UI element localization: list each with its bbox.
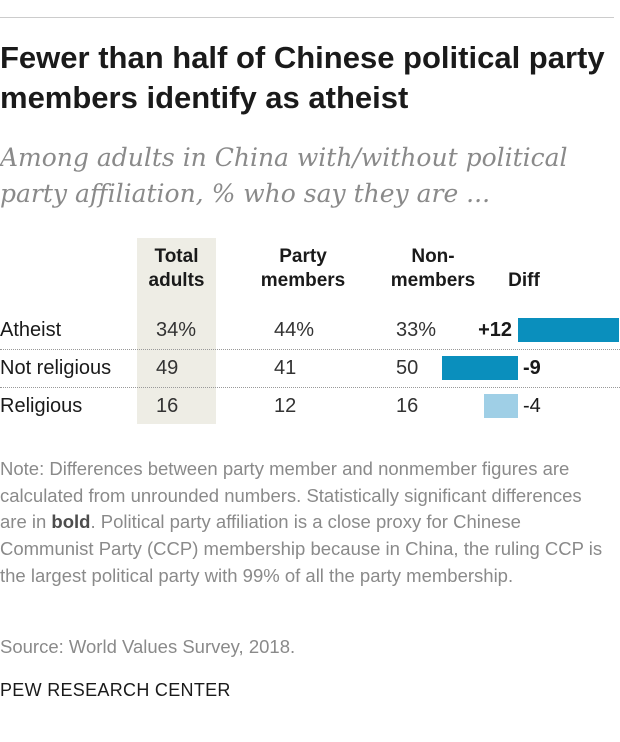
diff-label: +12	[478, 319, 512, 341]
chart-subtitle: Among adults in China with/without polit…	[0, 143, 568, 208]
cell-total: 34%	[156, 319, 197, 341]
chart-title: Fewer than half of Chinese political par…	[0, 40, 605, 115]
column-header-line: adults	[148, 270, 205, 291]
cell-party: 12	[274, 395, 297, 417]
column-header-line: Diff	[508, 270, 540, 291]
cell-non: 33%	[396, 319, 437, 341]
cell-non: 16	[396, 395, 419, 417]
row-label-0: Atheist	[0, 319, 62, 341]
row-divider	[0, 349, 620, 350]
column-header-line: members	[390, 270, 476, 291]
cell-party: 41	[274, 357, 297, 379]
column-header-diff: Diff	[478, 269, 570, 293]
diff-label: -4	[523, 395, 541, 417]
column-header-line: Non-	[411, 246, 455, 267]
note-text-after-bold: . Political party affiliation is a close…	[0, 511, 603, 586]
top-rule	[0, 17, 614, 18]
cell-total: 16	[156, 395, 179, 417]
column-header-line: members	[260, 270, 346, 291]
note-text: Note: Differences between party member a…	[0, 456, 612, 590]
cell-non: 50	[396, 357, 419, 379]
column-header-line: Party	[279, 246, 327, 267]
cell-party: 44%	[274, 319, 315, 341]
row-label-1: Not religious	[0, 357, 112, 379]
column-header-party: Party members	[250, 245, 356, 293]
row-label-2: Religious	[0, 395, 83, 417]
note-bold-word: bold	[51, 511, 91, 533]
diff-bar	[484, 394, 518, 418]
source-text: Source: World Values Survey, 2018.	[0, 636, 296, 657]
brand-label: PEW RESEARCH CENTER	[0, 680, 231, 700]
cell-total: 49	[156, 357, 179, 379]
total-column-highlight	[137, 238, 216, 424]
column-header-non: Non-members	[380, 245, 486, 293]
diff-label: -9	[523, 357, 541, 379]
diff-bar	[518, 318, 619, 342]
row-divider	[0, 387, 620, 388]
column-header-total: Total adults	[137, 245, 216, 293]
column-header-line: Total	[154, 246, 199, 267]
note-text-before-bold: Note: Differences between party member a…	[0, 458, 582, 533]
diff-bar	[442, 356, 518, 380]
